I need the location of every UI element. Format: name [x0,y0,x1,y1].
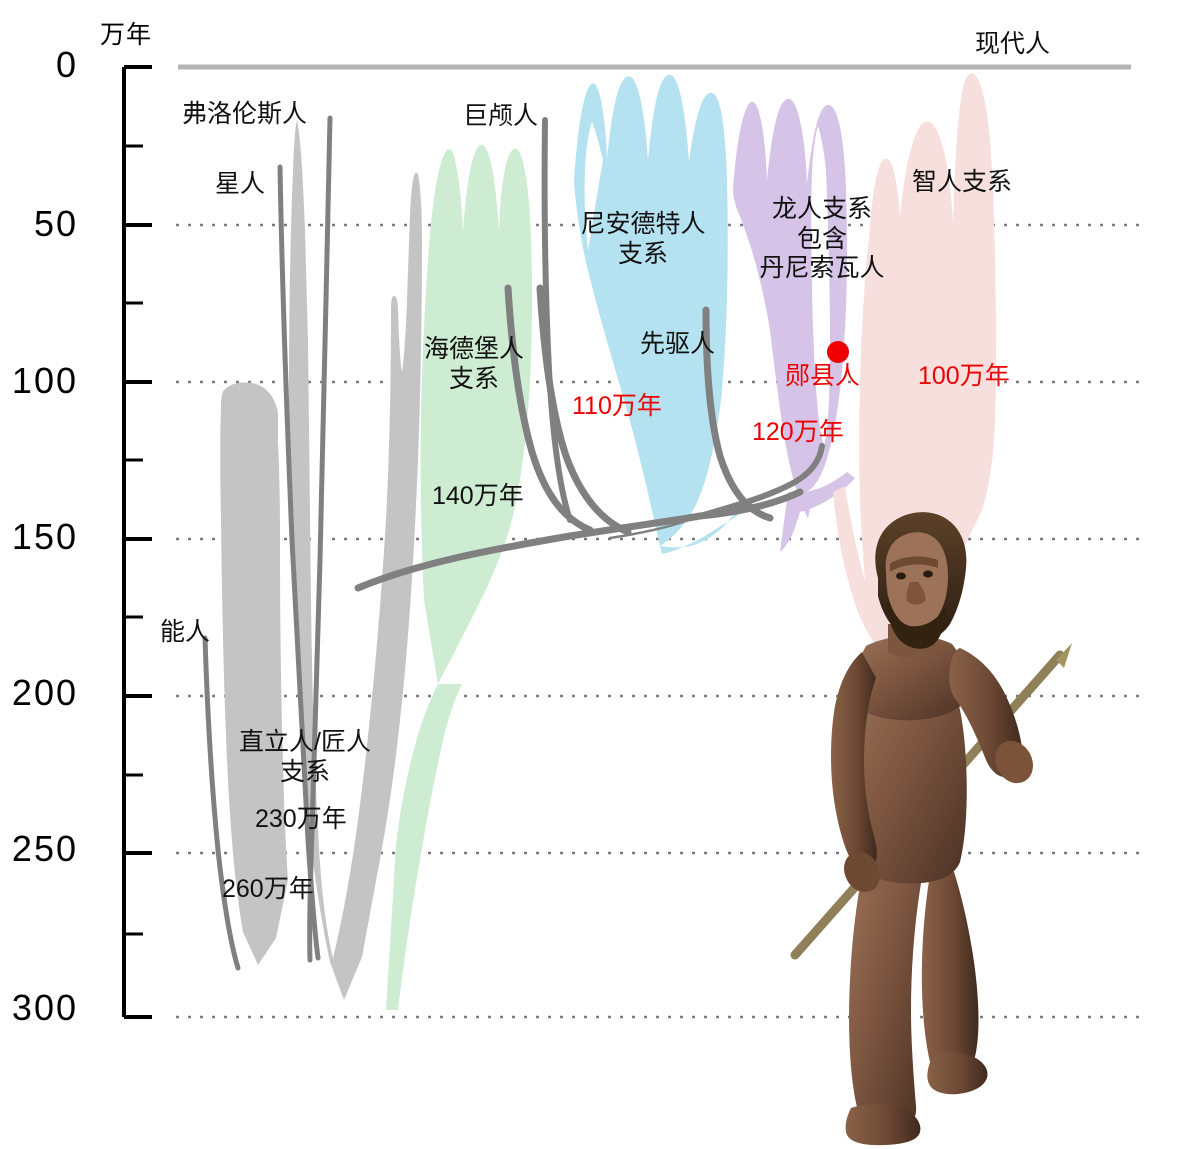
label-erectus-line1: 直立人/匠人 [239,728,371,756]
label-neanderthal-line1: 尼安德特人 [580,210,706,238]
figure-left-leg [849,855,923,1132]
annotation-140: 140万年 [432,482,524,510]
label-longi-line3: 丹尼索瓦人 [759,254,885,282]
figure-right-foot [927,1052,988,1095]
y-tick-label-50: 50 [33,203,78,244]
figure-left-foot [845,1104,921,1146]
y-tick-label-300: 300 [11,987,78,1028]
y-tick-label-0: 0 [55,44,78,85]
y-axis-unit-label: 万年 [100,21,153,49]
y-axis [122,65,152,1019]
label-erectus-line2: 支系 [279,757,330,786]
y-tick-label-250: 250 [11,828,78,869]
clade-erectus-ergaster [220,120,422,1000]
annotation-260: 260万年 [222,875,314,903]
y-tick-label-100: 100 [11,360,78,401]
label-heidelbergensis-line2: 支系 [448,364,499,393]
label-naledi: 星人 [215,170,266,198]
clade-heidelbergensis [386,144,532,1010]
annotation-110: 110万年 [572,392,662,420]
figure-right-leg [921,845,979,1085]
annotation-120: 120万年 [752,418,844,446]
label-antecessor: 先驱人 [640,330,716,358]
figure-eye-right [923,570,933,578]
figure-right-hand [995,740,1033,784]
figure-left-arm [831,652,877,872]
annotation-100: 100万年 [918,362,1010,390]
figure-beard [887,596,946,649]
branch-lines [354,117,825,592]
y-tick-label-200: 200 [11,672,78,713]
label-modern-human: 现代人 [975,30,1051,58]
figure-eye-left [896,572,906,580]
annotation-230: 230万年 [255,805,347,833]
label-sapiens: 智人支系 [912,168,1013,196]
label-habilis: 能人 [160,618,211,646]
label-neanderthal-line2: 支系 [617,239,668,268]
figure-face [885,532,948,631]
thin-lineage-lines [202,115,333,971]
figure-brow [890,556,938,572]
label-longi-line2: 包含 [796,224,847,253]
clade-neanderthal [574,74,752,554]
clade-sapiens [833,73,996,657]
y-tick-label-150: 150 [11,516,78,557]
label-floresiensis: 弗洛伦斯人 [182,100,308,128]
figure-nose [906,582,926,605]
label-yunxian-man: 郧县人 [785,362,861,390]
figure-chest [850,635,968,721]
hominin-with-spear-illustration [790,512,1072,1146]
yunxian-man-marker[interactable] [827,341,849,363]
label-heidelbergensis-line1: 海德堡人 [423,335,524,363]
figure-left-hand [844,851,880,893]
label-longi-line1: 龙人支系 [771,195,872,223]
clade-longi-denisovan [733,98,855,552]
label-juluren: 巨颅人 [463,102,539,130]
